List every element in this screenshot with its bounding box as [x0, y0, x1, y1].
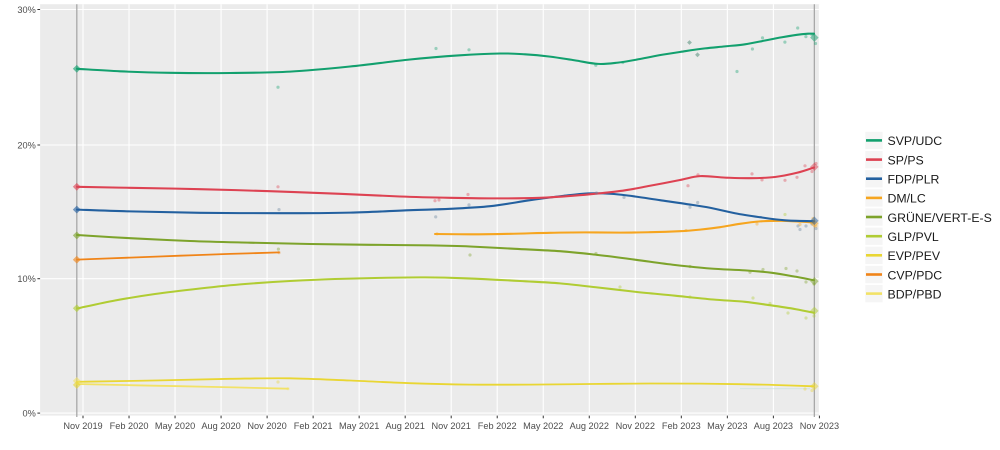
svg-text:EVP/PEV: EVP/PEV	[888, 249, 941, 263]
svg-text:May 2023: May 2023	[707, 421, 747, 431]
svg-text:FDP/PLR: FDP/PLR	[888, 173, 940, 187]
svg-text:Aug 2022: Aug 2022	[570, 421, 609, 431]
svg-text:30%: 30%	[17, 5, 35, 15]
svg-text:BDP/PBD: BDP/PBD	[888, 287, 942, 301]
svg-text:Nov 2021: Nov 2021	[432, 421, 471, 431]
svg-text:Aug 2021: Aug 2021	[386, 421, 425, 431]
svg-text:0%: 0%	[23, 409, 36, 419]
svg-text:Aug 2023: Aug 2023	[754, 421, 793, 431]
svg-text:Feb 2021: Feb 2021	[294, 421, 333, 431]
svg-text:CVP/PDC: CVP/PDC	[888, 268, 943, 282]
svg-text:Nov 2022: Nov 2022	[616, 421, 655, 431]
svg-text:10%: 10%	[17, 274, 35, 284]
svg-text:Nov 2023: Nov 2023	[800, 421, 839, 431]
svg-text:May 2020: May 2020	[155, 421, 195, 431]
svg-text:May 2022: May 2022	[523, 421, 563, 431]
svg-text:DM/LC: DM/LC	[888, 192, 926, 206]
svg-text:20%: 20%	[17, 140, 35, 150]
svg-text:May 2021: May 2021	[339, 421, 379, 431]
svg-text:GLP/PVL: GLP/PVL	[888, 230, 939, 244]
svg-text:Feb 2022: Feb 2022	[478, 421, 517, 431]
svg-text:SP/PS: SP/PS	[888, 153, 924, 167]
svg-text:GRÜNE/VERT-E-S: GRÜNE/VERT-E-S	[888, 211, 992, 225]
svg-text:Aug 2020: Aug 2020	[201, 421, 240, 431]
svg-text:Feb 2023: Feb 2023	[662, 421, 701, 431]
svg-text:Feb 2020: Feb 2020	[110, 421, 149, 431]
svg-text:SVP/UDC: SVP/UDC	[888, 134, 943, 148]
svg-text:Nov 2019: Nov 2019	[63, 421, 102, 431]
svg-text:Nov 2020: Nov 2020	[247, 421, 286, 431]
